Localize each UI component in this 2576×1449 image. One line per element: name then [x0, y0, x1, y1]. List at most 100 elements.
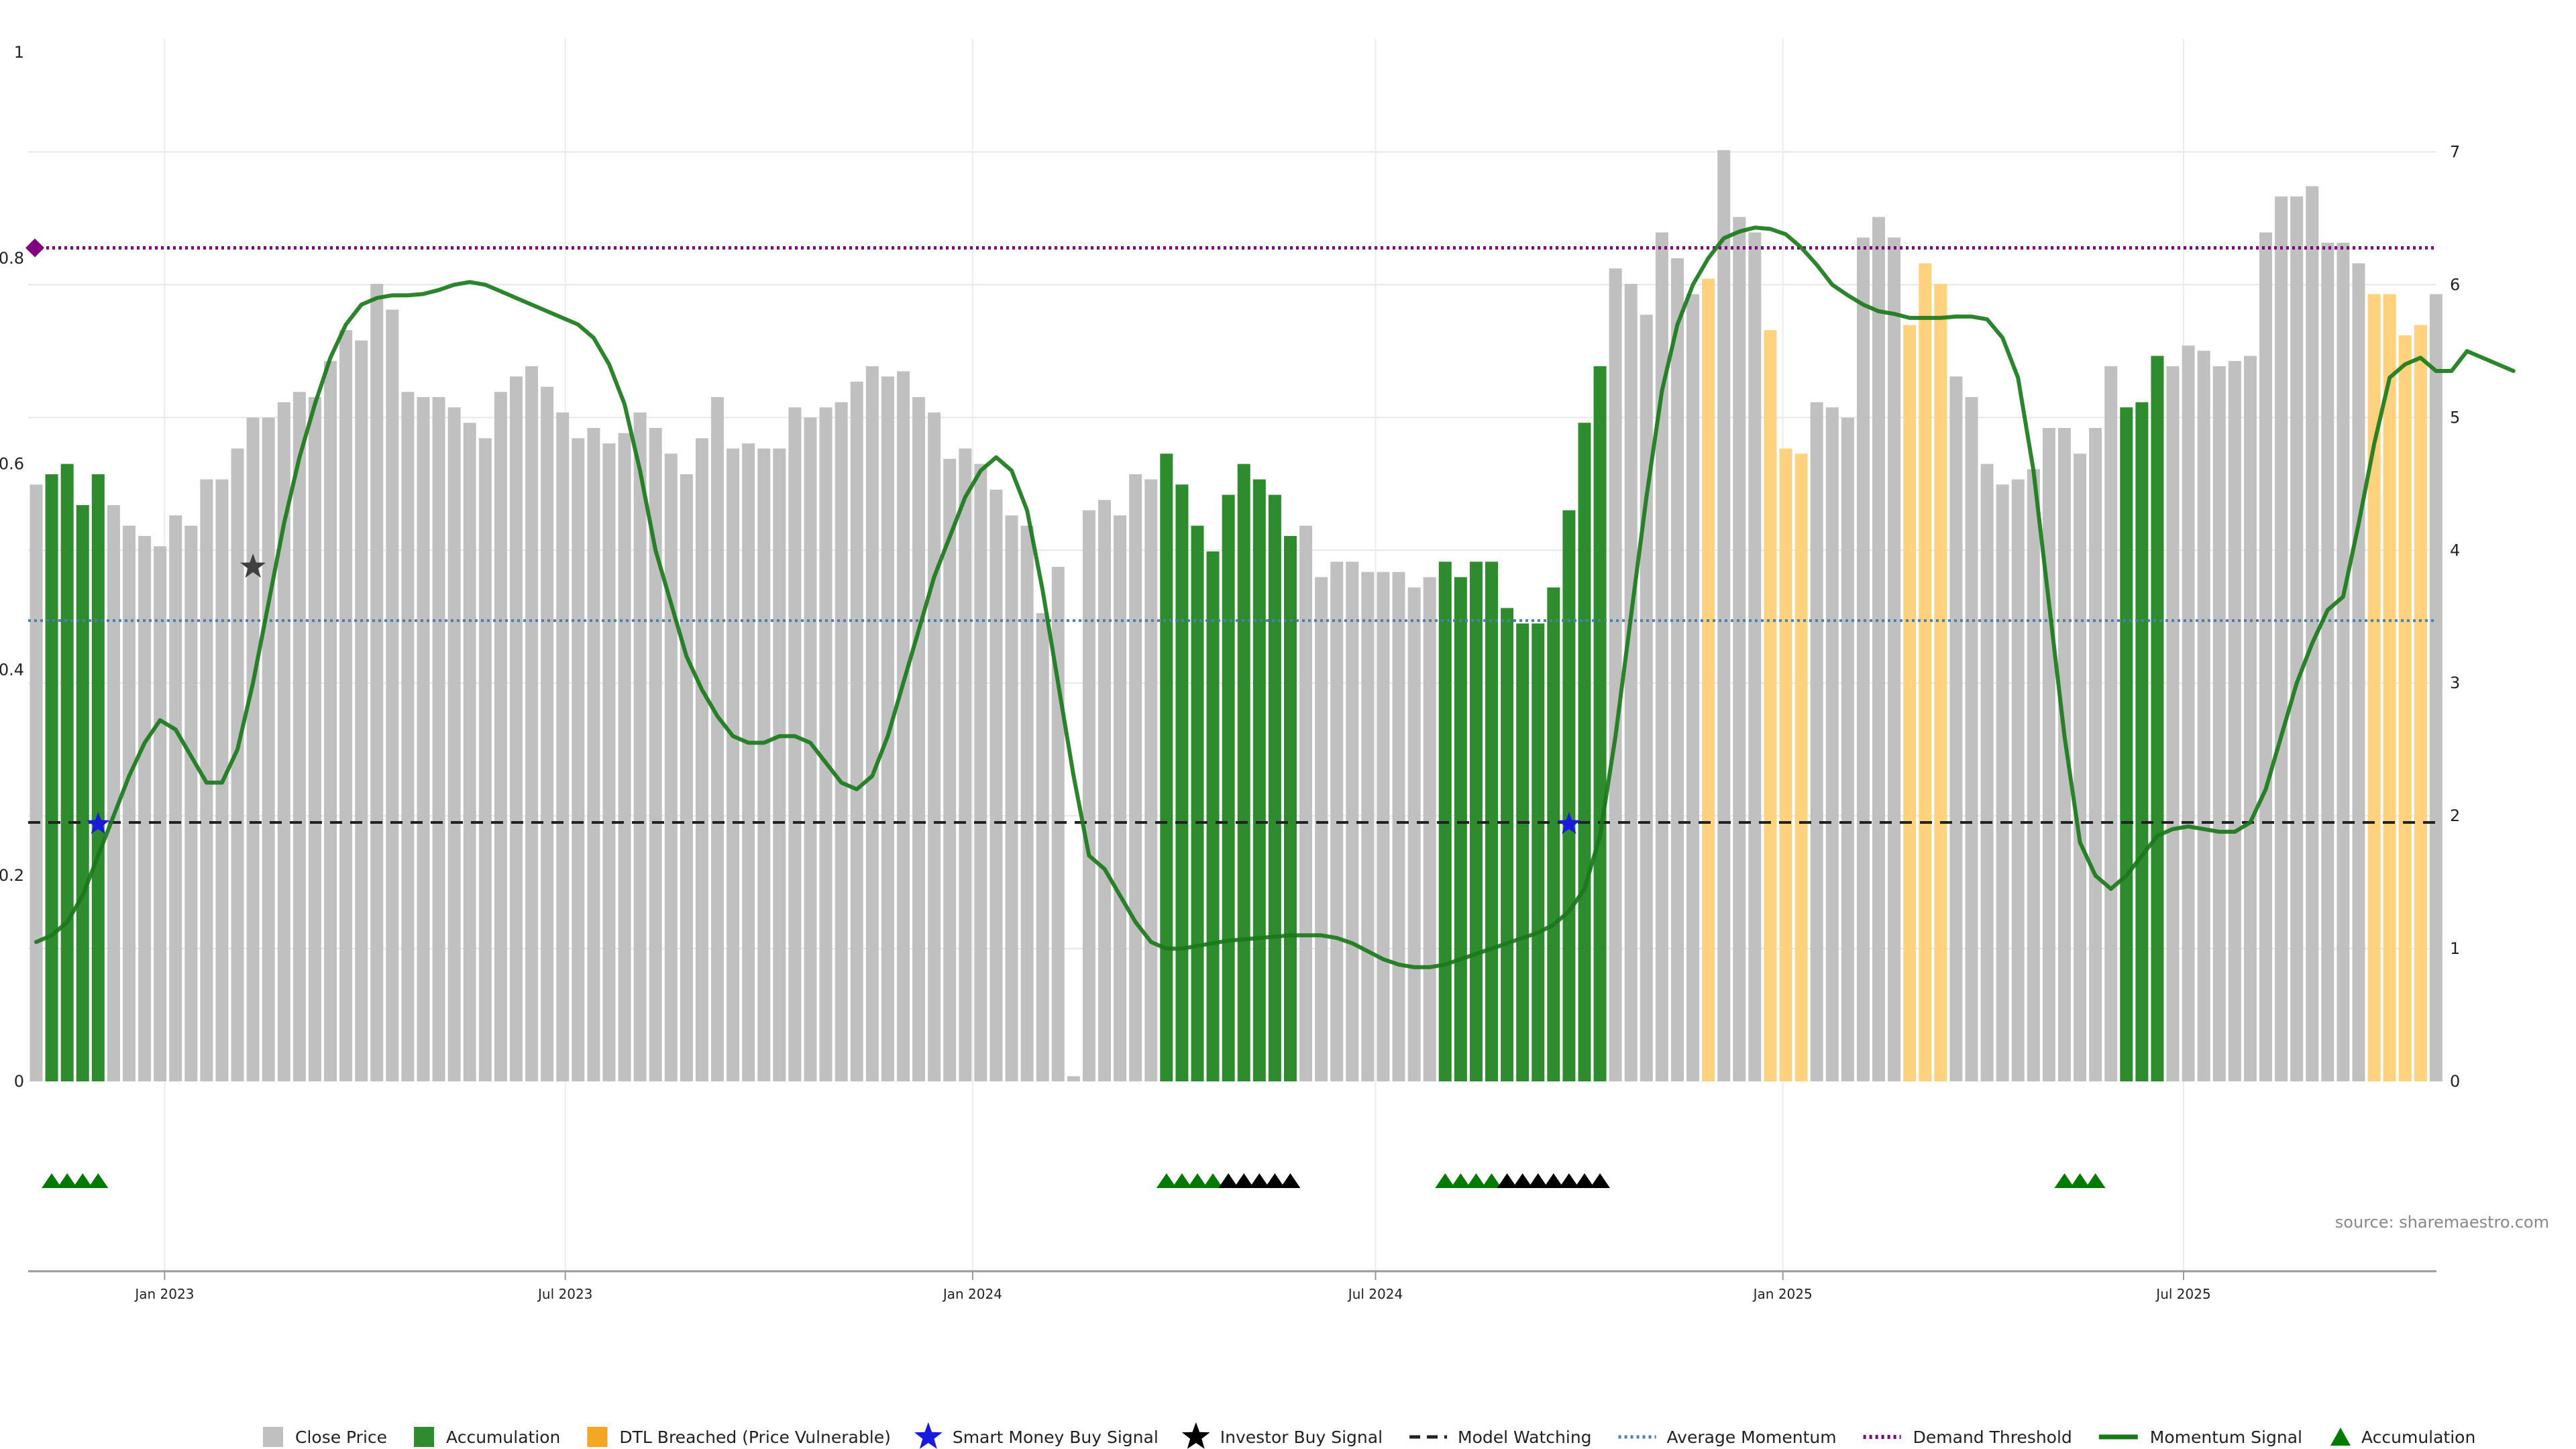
close-price-bar: [1965, 396, 1978, 1081]
legend-label: Accumulation: [446, 1428, 560, 1447]
close-price-bar: [1114, 515, 1127, 1081]
close-price-bar: [1129, 474, 1142, 1081]
reference-lines: [25, 238, 2436, 824]
accumulation-marker: [1187, 1173, 1208, 1188]
close-price-bar: [727, 448, 740, 1081]
axes: 0 0.2 0.4 0.6 0.8 1 0 1 2 3 4 5 6 7 Jan 2023 Jul 2023 Ja…: [0, 43, 2460, 1302]
y-left-tick-label: 0: [14, 1072, 24, 1091]
close-price-bar: [30, 484, 43, 1081]
accumulation-bar: [1547, 587, 1560, 1081]
close-price-bar: [974, 464, 987, 1081]
y-left-tick-label: 1: [14, 43, 24, 62]
close-price-bar: [2057, 427, 2071, 1081]
accumulation-marker: [1435, 1173, 1456, 1188]
close-price-bar: [2182, 345, 2195, 1082]
x-tick-label: Jul 2023: [537, 1286, 592, 1302]
close-price-bar: [2027, 469, 2040, 1081]
close-price-bar: [896, 371, 910, 1081]
signal-marker: [1527, 1173, 1548, 1188]
accumulation-bar: [60, 464, 74, 1081]
legend-label: DTL Breached (Price Vulnerable): [619, 1428, 890, 1447]
accumulation-bar: [1222, 494, 1235, 1081]
close-price-bar: [711, 396, 724, 1081]
investor-signal: [240, 553, 266, 578]
dtl-bar: [1919, 263, 1932, 1082]
legend-star-icon: [1181, 1422, 1210, 1449]
signal-marker: [1234, 1173, 1254, 1188]
legend-item: Accumulation: [414, 1427, 560, 1447]
signal-marker: [1218, 1173, 1239, 1188]
close-price-bar: [1315, 577, 1328, 1081]
legend-star-icon: [914, 1422, 943, 1449]
close-price-bar: [618, 433, 631, 1081]
dtl-bar: [1903, 325, 1917, 1081]
legend: Close Price Accumulation DTL Breached (Pri…: [263, 1422, 2475, 1449]
close-price-bar: [850, 381, 863, 1081]
y-right-tick-label: 0: [2450, 1072, 2460, 1091]
close-price-bar: [2290, 196, 2304, 1081]
close-price-bar: [1810, 402, 1823, 1081]
close-price-bar: [1888, 237, 1901, 1081]
close-price-bar: [107, 504, 120, 1081]
accumulation-bar: [1578, 423, 1591, 1081]
close-price-bar: [122, 525, 136, 1081]
legend-label: Accumulation: [2361, 1428, 2475, 1447]
close-price-bar: [292, 392, 306, 1081]
accumulation-bar: [1593, 366, 1607, 1081]
close-price-bar: [525, 366, 539, 1081]
accumulation-marker: [2070, 1173, 2090, 1188]
close-price-bar: [1872, 217, 1886, 1082]
close-price-bar: [2429, 294, 2443, 1081]
close-price-bar: [184, 525, 198, 1081]
close-price-bar: [1670, 258, 1684, 1081]
close-price-bar: [509, 376, 523, 1082]
close-price-bar: [2321, 242, 2334, 1081]
accumulation-bar: [1175, 484, 1189, 1081]
accumulation-bar: [1532, 623, 1545, 1081]
accumulation-bar: [2135, 402, 2149, 1081]
close-price-bar: [649, 427, 662, 1081]
close-price-bar: [804, 417, 817, 1081]
close-price-bar: [308, 396, 321, 1081]
y-right-tick-label: 2: [2450, 806, 2460, 825]
accumulation-bar: [1516, 623, 1529, 1081]
signal-marker: [1558, 1173, 1579, 1188]
legend-label: Model Watching: [1458, 1428, 1592, 1447]
close-price-bar: [154, 546, 167, 1081]
momentum-signal-line: [34, 225, 2516, 969]
accumulation-marker: [88, 1173, 109, 1188]
close-price-bar: [788, 407, 802, 1081]
y-right-tick-label: 3: [2450, 674, 2460, 692]
accumulation-bar: [1252, 479, 1266, 1081]
source-note: source: sharemaestro.com: [2335, 1213, 2549, 1232]
close-price-bar: [1624, 284, 1638, 1081]
close-price-bar: [2104, 366, 2118, 1081]
close-price-bar: [1098, 500, 1112, 1081]
y-right-tick-label: 7: [2450, 142, 2460, 161]
signal-marker: [1265, 1173, 1285, 1188]
close-price-bar: [370, 284, 384, 1081]
close-price-bar: [2259, 232, 2273, 1082]
legend-label: Momentum Signal: [2150, 1428, 2302, 1447]
close-price-bar: [2042, 427, 2055, 1081]
legend-item: Average Momentum: [1618, 1428, 1837, 1447]
legend-label: Investor Buy Signal: [1220, 1428, 1383, 1447]
accumulation-marker: [1156, 1173, 1177, 1188]
close-price-bar: [262, 417, 275, 1081]
signal-marker: [1590, 1173, 1611, 1188]
x-tick-label: Jan 2025: [1752, 1286, 1813, 1302]
close-price-bar: [865, 366, 879, 1081]
close-price-bar: [928, 412, 941, 1081]
accumulation-bar: [76, 504, 89, 1081]
close-price-bar: [1082, 510, 1095, 1081]
close-price-bar: [695, 438, 708, 1081]
accumulation-bar: [1237, 464, 1250, 1081]
close-price-bar: [355, 340, 368, 1081]
signal-marker: [1249, 1173, 1270, 1188]
close-price-bar: [1144, 479, 1158, 1081]
accumulation-marker: [1450, 1173, 1471, 1188]
close-price-bar: [1036, 613, 1049, 1081]
legend-label: Average Momentum: [1667, 1428, 1837, 1447]
accumulation-marker: [1203, 1173, 1224, 1188]
close-price-bar: [246, 417, 260, 1081]
